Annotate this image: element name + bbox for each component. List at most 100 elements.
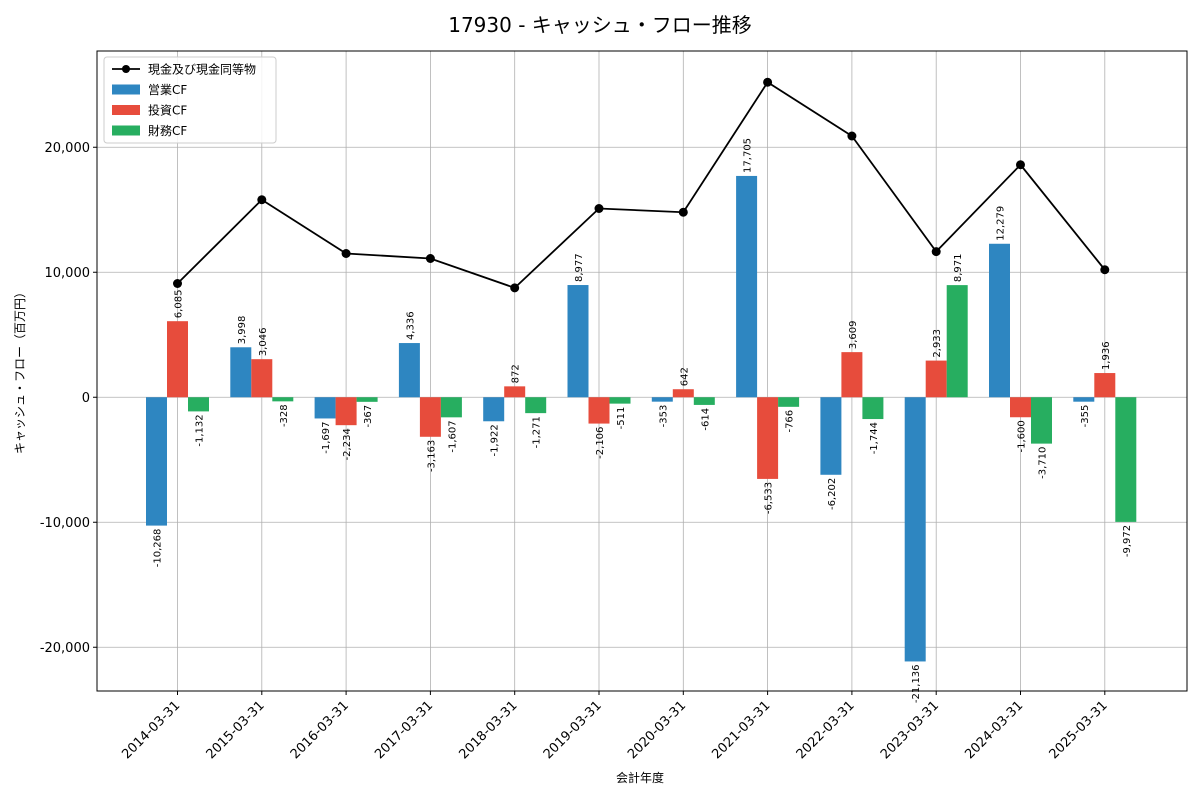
bar-financing [1031, 397, 1052, 444]
bar-financing [946, 285, 968, 398]
data-label: -1,271 [532, 416, 543, 448]
data-label: -353 [658, 405, 669, 428]
data-label: -614 [700, 408, 711, 431]
data-label: -3,710 [1038, 447, 1049, 479]
cash-equivalents-line [176, 81, 1106, 289]
x-tick-label: 2022-03-31 [794, 698, 858, 762]
bar-investing [1010, 397, 1031, 418]
bar-operating [146, 397, 167, 526]
bar-operating [398, 343, 420, 398]
data-label: 17,705 [743, 138, 754, 173]
bar-investing [335, 397, 357, 426]
bar-financing [1115, 397, 1137, 522]
data-label: -766 [785, 410, 796, 433]
legend-entry: 投資CF [148, 103, 187, 118]
x-tick-label: 2023-03-31 [878, 698, 942, 762]
bar-financing [188, 397, 209, 412]
data-label: -1,607 [447, 420, 458, 452]
bar-financing [778, 397, 800, 407]
x-axis-label: 会計年度 [616, 770, 664, 785]
bar-investing [419, 397, 441, 437]
data-label: -10,268 [153, 529, 164, 568]
cash-point [341, 249, 351, 258]
bar-operating [820, 397, 842, 475]
legend-swatch [112, 105, 140, 115]
bar-investing [757, 397, 779, 479]
data-label: -1,132 [195, 414, 206, 446]
cash-point [425, 254, 435, 263]
y-axis-label: キャッシュ・フロー（百万円） [13, 286, 27, 454]
cash-point [847, 131, 857, 141]
data-label: -1,600 [1017, 420, 1028, 452]
bar-investing [672, 389, 694, 398]
bar-financing [693, 397, 715, 405]
bar-operating [567, 285, 589, 398]
plot-frame [96, 50, 1188, 692]
data-label: -367 [363, 405, 374, 428]
x-tick-label: 2020-03-31 [625, 698, 689, 762]
bar-operating [651, 397, 673, 402]
bar-investing [925, 360, 947, 398]
data-label: 3,998 [237, 316, 248, 345]
bar-financing [525, 397, 547, 414]
data-label: 3,046 [258, 328, 269, 357]
bar-operating [1073, 397, 1095, 402]
data-label: -21,136 [911, 664, 922, 703]
data-label: 8,971 [953, 253, 964, 282]
y-tick-label: -20,000 [40, 641, 90, 656]
x-tick-label: 2015-03-31 [204, 698, 268, 762]
bar-operating [483, 397, 505, 422]
legend-entry: 現金及び現金同等物 [148, 62, 256, 77]
legend-swatch [112, 84, 140, 95]
y-tick-label: 0 [82, 391, 90, 406]
data-label: 872 [511, 364, 522, 383]
bar-operating [736, 175, 758, 398]
bar-financing [440, 397, 462, 418]
x-tick-label: 2025-03-31 [1047, 698, 1111, 762]
data-label: -9,972 [1122, 525, 1133, 557]
bar-financing [862, 397, 884, 420]
y-tick-label: -10,000 [40, 516, 90, 531]
cash-point [257, 195, 267, 205]
data-label: -1,744 [869, 422, 880, 454]
bar-operating [904, 397, 926, 662]
data-label: 4,336 [405, 311, 416, 340]
cash-point [1016, 160, 1025, 170]
bar-operating [230, 347, 252, 398]
bar-investing [251, 359, 273, 398]
data-label: 6,085 [174, 290, 185, 319]
data-label: 2,933 [932, 329, 943, 358]
legend-box [103, 56, 277, 144]
bar-investing [841, 352, 863, 398]
data-label: -6,533 [764, 482, 775, 514]
legend-entry: 営業CF [148, 83, 187, 97]
x-tick-label: 2021-03-31 [709, 698, 773, 762]
data-label: -355 [1080, 405, 1091, 428]
bar-investing [504, 386, 526, 398]
x-tick-label: 2018-03-31 [456, 698, 520, 762]
legend-entry: 財務CF [148, 123, 187, 138]
axis-layer: -20,000 -10,000 0 10,000 20,000 2014-03-31 201… [40, 141, 1111, 763]
x-tick-label: 2016-03-31 [288, 698, 352, 762]
data-label: -2,106 [595, 427, 606, 459]
data-labels-layer: -10,268 3,998 -1,697 4,336 -1,922 8,977 -353 17… [153, 138, 1133, 703]
x-tick-label: 2024-03-31 [962, 698, 1026, 762]
bar-financing [272, 397, 294, 402]
data-label: -1,922 [490, 424, 501, 456]
cash-point [1100, 265, 1110, 275]
x-tick-label: 2019-03-31 [541, 698, 605, 762]
data-label: -1,697 [321, 421, 332, 453]
bar-operating [314, 397, 336, 419]
cash-line-layer [173, 77, 1110, 293]
bars-layer [146, 175, 1137, 662]
cash-point [678, 207, 688, 217]
y-tick-label: 20,000 [45, 141, 91, 156]
bar-investing [1094, 373, 1116, 398]
data-label: -3,163 [426, 440, 437, 472]
data-label: -511 [616, 407, 627, 430]
data-label: 12,279 [996, 206, 1007, 241]
data-label: 642 [679, 367, 690, 386]
legend-marker [122, 65, 130, 73]
data-label: 8,977 [574, 253, 585, 282]
